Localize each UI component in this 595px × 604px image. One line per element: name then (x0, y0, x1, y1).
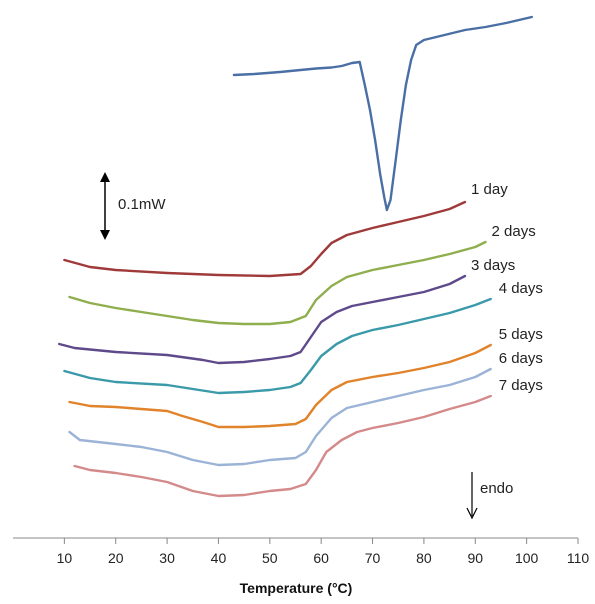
series-line (63, 200, 467, 278)
x-tick-label: 60 (313, 550, 329, 566)
series-line (63, 297, 492, 395)
series-line (68, 367, 492, 467)
series-line (58, 274, 467, 365)
x-tick-label: 10 (57, 550, 73, 566)
series-labels: 1 day 2 days 3 days 4 days 5 days 6 days 7 day… (471, 181, 543, 394)
series-label: 2 days (492, 223, 536, 240)
x-tick-label: 30 (159, 550, 175, 566)
x-tick-label: 100 (515, 550, 539, 566)
series-label: 7 days (499, 377, 543, 394)
series-label: 1 day (471, 181, 508, 198)
x-tick-label: 70 (365, 550, 381, 566)
endo-label: endo (480, 480, 513, 497)
x-tick-label: 40 (211, 550, 227, 566)
x-tick-label: 20 (108, 550, 124, 566)
series-line (68, 240, 487, 326)
series-line (73, 394, 492, 498)
x-tick-label: 110 (567, 550, 590, 566)
series-layer (58, 15, 533, 498)
x-tick-label: 50 (262, 550, 278, 566)
series-label: 3 days (471, 257, 515, 274)
scale-bar-label: 0.1mW (118, 196, 166, 213)
x-tick-label: 80 (416, 550, 432, 566)
x-tick-label: 90 (467, 550, 483, 566)
series-line (68, 343, 492, 429)
series-line (232, 15, 533, 212)
series-label: 4 days (499, 280, 543, 297)
scale-bar: 0.1mW (100, 172, 166, 240)
x-axis-ticks: 10 20 30 40 50 60 70 80 90 100 110 (57, 538, 590, 566)
series-label: 6 days (499, 350, 543, 367)
x-axis-title: Temperature (°C) (240, 580, 353, 596)
endo-indicator: endo (466, 472, 513, 520)
series-label: 5 days (499, 326, 543, 343)
